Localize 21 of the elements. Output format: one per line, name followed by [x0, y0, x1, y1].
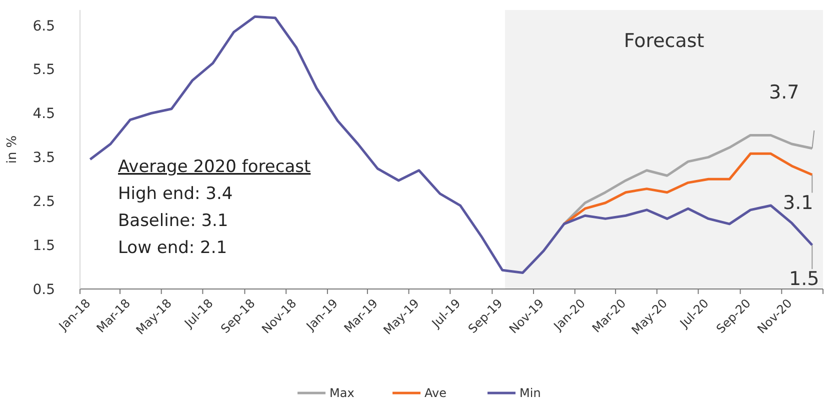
annotation: Low end: 2.1 — [118, 238, 228, 258]
y-tick-label: 5.5 — [32, 62, 55, 78]
annotation: High end: 3.4 — [118, 184, 233, 204]
annotation: 3.1 — [783, 192, 814, 214]
annotation: Average 2020 forecast — [118, 157, 311, 177]
y-axis-title: in % — [5, 135, 20, 164]
legend-label: Ave — [424, 386, 446, 400]
y-tick-label: 1.5 — [32, 238, 55, 254]
line-series — [562, 134, 814, 226]
y-tick-label: 2.5 — [32, 194, 55, 210]
annotation: Baseline: 3.1 — [118, 211, 228, 231]
line-series — [562, 152, 814, 226]
band-label: Forecast — [624, 30, 704, 52]
y-tick-label: 6.5 — [32, 18, 55, 34]
legend-label: Max — [330, 386, 354, 400]
y-tick-label: 3.5 — [32, 150, 55, 166]
y-tick-label: 0.5 — [32, 282, 55, 298]
y-tick-label: 4.5 — [32, 106, 55, 122]
annotation: 3.7 — [769, 81, 800, 104]
annotation: 1.5 — [789, 268, 820, 290]
legend-label: Min — [520, 386, 541, 400]
